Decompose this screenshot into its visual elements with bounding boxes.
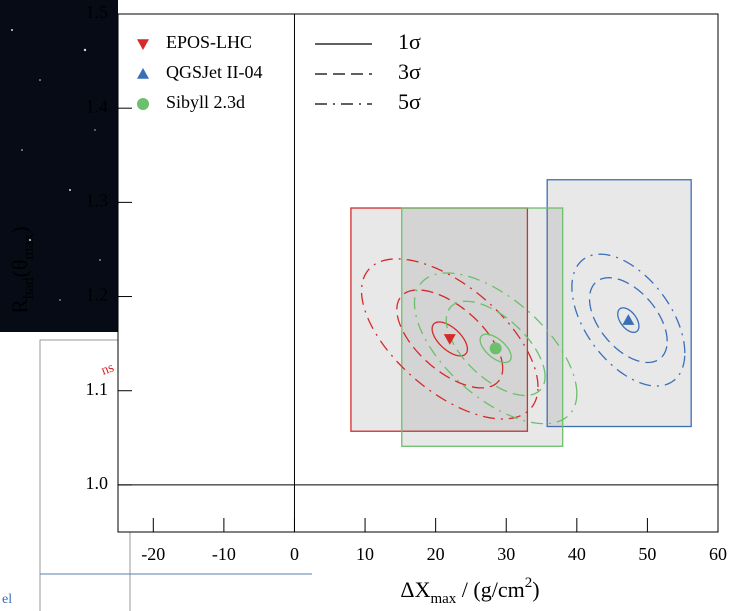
background-figure <box>0 332 118 611</box>
legend-marker <box>137 98 149 110</box>
y-tick-label: 1.4 <box>86 96 109 116</box>
legend-label: 5σ <box>398 89 421 114</box>
x-tick-label: 0 <box>290 544 299 564</box>
label-part: R <box>7 299 32 314</box>
contour <box>413 272 578 425</box>
x-tick-label: 20 <box>427 544 445 564</box>
x-tick-label: 50 <box>638 544 656 564</box>
systematic-box <box>401 207 564 447</box>
label-part: / (g/cm <box>456 577 524 602</box>
y-tick-label: 1.0 <box>86 473 109 493</box>
legend-marker <box>137 68 149 79</box>
background-image <box>0 0 118 332</box>
y-tick-label: 1.2 <box>86 285 109 305</box>
systematic-box <box>350 207 529 432</box>
y-tick-label: 1.5 <box>86 2 109 22</box>
contour <box>479 333 512 364</box>
marker <box>443 334 456 345</box>
label-part: ) <box>7 226 32 233</box>
x-tick-label: -10 <box>212 544 236 564</box>
x-tick-label: -20 <box>141 544 165 564</box>
contour <box>360 258 539 420</box>
legend-label: QGSJet II-04 <box>166 62 263 82</box>
stars <box>11 29 101 301</box>
marker <box>489 342 502 355</box>
x-tick-label: 30 <box>497 544 515 564</box>
contour <box>396 289 504 389</box>
y-tick-label: 1.1 <box>86 379 109 399</box>
marker <box>622 314 635 325</box>
label-part: (θ <box>7 259 32 277</box>
legend-label: 1σ <box>398 29 421 54</box>
legend-marker <box>137 39 149 50</box>
legend-label: EPOS-LHC <box>166 32 252 52</box>
x-tick-label: 40 <box>568 544 586 564</box>
legend-label: 3σ <box>398 59 421 84</box>
y-axis-label: Rhad(θmax) <box>7 226 37 313</box>
label-part: ) <box>532 577 539 602</box>
label-part: max <box>21 233 37 259</box>
background-text: ns <box>99 360 116 378</box>
contour <box>617 307 640 333</box>
label-part: had <box>21 277 37 299</box>
contour <box>571 253 686 387</box>
y-tick-label: 1.3 <box>86 190 109 210</box>
x-tick-label: 60 <box>709 544 727 564</box>
x-axis-label: ΔXmax / (g/cm2) <box>400 575 539 607</box>
label-part: ΔX <box>400 577 430 602</box>
label-part: max <box>430 591 456 607</box>
label-part: 2 <box>525 575 533 591</box>
background-text: el <box>2 592 12 607</box>
contour <box>588 277 668 364</box>
systematic-box <box>546 179 692 428</box>
contour <box>445 300 546 397</box>
x-tick-label: 10 <box>356 544 374 564</box>
contour <box>431 321 469 357</box>
legend-label: Sibyll 2.3d <box>166 92 245 112</box>
